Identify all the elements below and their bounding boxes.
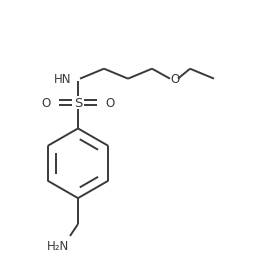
Text: O: O: [41, 97, 51, 110]
Text: H₂N: H₂N: [47, 240, 69, 252]
Text: HN: HN: [54, 73, 71, 86]
Text: O: O: [105, 97, 115, 110]
Text: S: S: [74, 97, 82, 110]
Text: O: O: [170, 73, 180, 86]
